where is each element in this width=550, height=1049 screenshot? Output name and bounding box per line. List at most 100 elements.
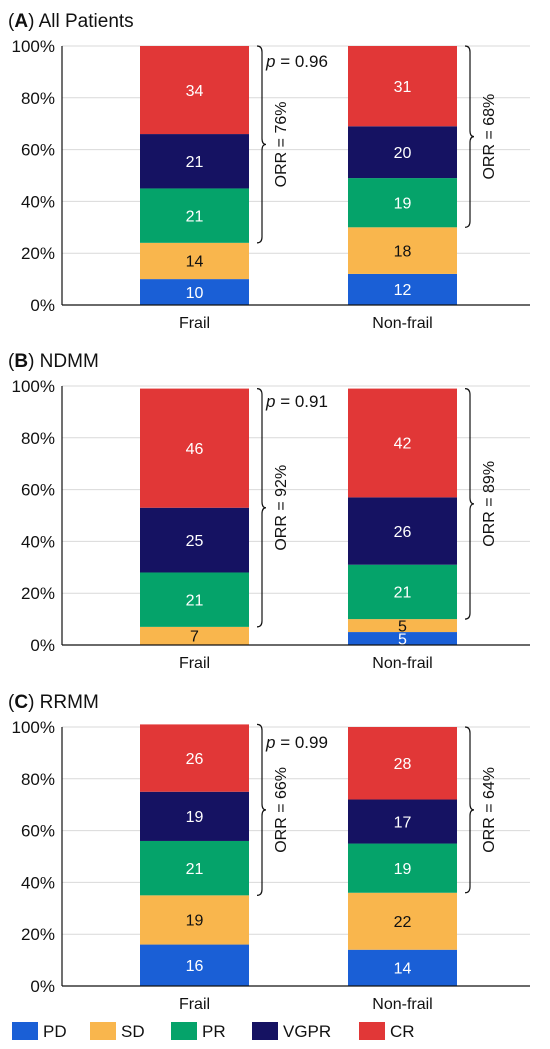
bar-segment-cr [140,388,249,508]
bar-segment-cr [348,46,457,127]
legend-swatch-pr [171,1022,197,1040]
data-label-vgpr: 21 [186,154,204,171]
data-label-sd: 22 [394,914,412,931]
data-label-pr: 21 [186,208,204,225]
panel-letter: C [14,692,28,713]
orr-bracket [256,45,267,244]
orr-bracket [256,387,267,628]
data-label-sd: 18 [394,243,412,260]
y-tick-label: 20% [21,584,55,603]
y-tick-label: 0% [30,977,55,996]
orr-bracket [464,45,475,228]
legend: PD SD PR VGPR CR [12,1022,415,1041]
bar-segment-pr [348,843,457,893]
panel-letter: A [14,11,28,32]
bar-segment-pr [140,572,249,627]
data-label-vgpr: 17 [394,814,412,831]
y-tick-label: 80% [21,770,55,789]
data-label-vgpr: 26 [394,524,412,541]
orr-label: ORR = 68% [481,94,498,180]
bar-segment-pr [140,188,249,243]
x-tick-label: Frail [179,655,210,672]
y-tick-label: 20% [21,244,55,263]
y-tick-label: 40% [21,532,55,551]
y-tick-label: 40% [21,873,55,892]
p-value: p = 0.96 [265,52,328,71]
bar-segment-sd [348,227,457,274]
data-label-pr: 19 [394,861,412,878]
data-label-pd: 10 [186,285,204,302]
data-label-pr: 21 [186,592,204,609]
panel-a: (A) All Patients 0% 20% 40% 60% 80% 100% 10 14 21… [8,11,530,332]
data-label-vgpr: 19 [186,809,204,826]
bar-segment-cr [348,727,457,800]
legend-label-pd: PD [43,1022,67,1041]
data-label-sd: 7 [190,629,199,646]
data-label-pr: 21 [186,861,204,878]
legend-swatch-sd [90,1022,116,1040]
p-value: p = 0.99 [265,733,328,752]
bar-segment-vgpr [348,799,457,844]
bar-segment-vgpr [140,134,249,189]
legend-label-pr: PR [202,1022,226,1041]
bar-segment-pr [348,564,457,620]
p-value: p = 0.91 [265,392,328,411]
bar-segment-vgpr [348,497,457,565]
bar-segment-pd [348,273,457,305]
panel-c: (C) RRMM 0% 20% 40% 60% 80% 100% 16 19 21 19 26 Frai… [8,692,530,1013]
bar-segment-sd [140,895,249,945]
orr-label: ORR = 66% [273,767,290,853]
bar-segment-sd [140,626,249,645]
data-label-sd: 19 [186,913,204,930]
bar-segment-pr [348,178,457,228]
y-tick-label: 40% [21,192,55,211]
y-tick-label: 20% [21,925,55,944]
data-label-cr: 28 [394,756,412,773]
y-tick-label: 80% [21,89,55,108]
data-label-sd: 14 [186,254,204,271]
legend-label-vgpr: VGPR [283,1022,331,1041]
bar-segment-pd [140,944,249,986]
orr-label: ORR = 89% [481,461,498,547]
bar-segment-vgpr [140,791,249,841]
orr-bracket [464,726,475,894]
bar-segment-cr [348,388,457,498]
legend-label-cr: CR [390,1022,415,1041]
legend-swatch-cr [359,1022,385,1040]
y-tick-label: 80% [21,429,55,448]
bar-segment-sd [348,892,457,950]
bar-segment-sd [348,619,457,633]
bar-segment-vgpr [348,126,457,179]
data-label-pd: 12 [394,282,412,299]
data-label-cr: 46 [186,441,204,458]
data-label-cr: 34 [186,83,204,100]
data-label-sd: 5 [398,618,407,635]
y-tick-label: 60% [21,141,55,160]
bar-segment-vgpr [140,507,249,573]
bar-segment-pd [348,632,457,645]
x-tick-label: Frail [179,996,210,1013]
bar-segment-pd [140,279,249,305]
orr-label: ORR = 76% [273,102,290,188]
data-label-cr: 26 [186,751,204,768]
data-label-cr: 31 [394,79,412,96]
legend-swatch-vgpr [252,1022,278,1040]
x-tick-label: Non-frail [372,996,432,1013]
legend-swatch-pd [12,1022,38,1040]
data-label-cr: 42 [394,436,412,453]
bar-segment-sd [140,242,249,280]
x-tick-label: Non-frail [372,655,432,672]
data-label-pr: 19 [394,195,412,212]
bar-segment-pr [140,840,249,896]
bar-segment-cr [140,46,249,135]
data-label-pr: 21 [394,585,412,602]
panel-letter: B [14,351,28,372]
bar-segment-cr [140,724,249,792]
panel-title: (A) All Patients [8,11,134,32]
y-tick-label: 100% [12,718,55,737]
data-label-pd: 16 [186,958,204,975]
orr-label: ORR = 64% [481,767,498,853]
data-label-vgpr: 20 [394,145,412,162]
legend-label-sd: SD [121,1022,145,1041]
